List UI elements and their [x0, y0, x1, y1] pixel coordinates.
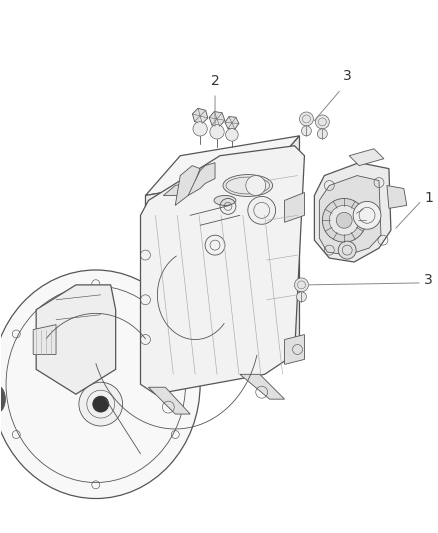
Circle shape: [353, 201, 381, 229]
Text: 3: 3: [424, 273, 433, 287]
Polygon shape: [36, 285, 116, 394]
Circle shape: [300, 112, 314, 126]
Polygon shape: [265, 136, 300, 359]
Circle shape: [226, 128, 238, 141]
Polygon shape: [387, 185, 407, 208]
Circle shape: [210, 125, 224, 139]
Ellipse shape: [214, 196, 236, 205]
Polygon shape: [349, 149, 384, 166]
Polygon shape: [33, 325, 56, 354]
Polygon shape: [175, 166, 200, 205]
Text: 3: 3: [343, 69, 352, 83]
Polygon shape: [319, 175, 381, 255]
Polygon shape: [145, 136, 300, 196]
Circle shape: [246, 175, 266, 196]
Circle shape: [297, 292, 307, 302]
Circle shape: [322, 198, 366, 242]
Polygon shape: [141, 146, 304, 394]
Polygon shape: [148, 387, 190, 414]
Circle shape: [93, 396, 109, 412]
Text: 2: 2: [211, 74, 219, 88]
Circle shape: [79, 382, 123, 426]
Polygon shape: [209, 111, 225, 126]
Ellipse shape: [0, 270, 200, 498]
Polygon shape: [192, 108, 208, 124]
Circle shape: [193, 122, 207, 136]
Polygon shape: [145, 175, 265, 379]
Ellipse shape: [0, 385, 5, 413]
Ellipse shape: [223, 175, 273, 197]
Circle shape: [318, 129, 327, 139]
Polygon shape: [285, 335, 304, 365]
Circle shape: [336, 212, 352, 228]
Polygon shape: [163, 163, 215, 196]
Polygon shape: [225, 117, 239, 129]
Circle shape: [294, 278, 308, 292]
Circle shape: [338, 241, 356, 259]
Circle shape: [301, 126, 311, 136]
Circle shape: [248, 197, 276, 224]
Polygon shape: [285, 192, 304, 222]
Polygon shape: [240, 374, 285, 399]
Polygon shape: [314, 163, 391, 262]
Circle shape: [329, 205, 359, 235]
Text: 1: 1: [424, 191, 433, 205]
Circle shape: [315, 115, 329, 129]
